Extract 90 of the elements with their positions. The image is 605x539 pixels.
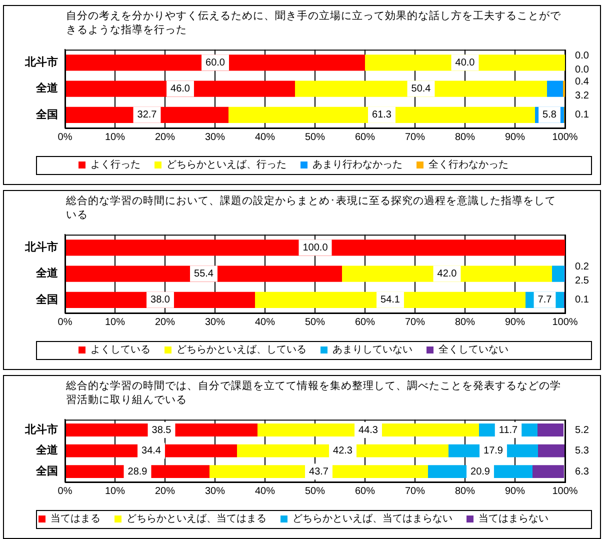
legend-label: どちらかといえば、行った — [166, 160, 286, 171]
data-label: 5.8 — [542, 110, 557, 121]
legend-label: どちらかといえば、している — [176, 344, 306, 356]
x-tick-label: 80% — [454, 132, 476, 143]
data-label: 5.3 — [575, 446, 590, 457]
data-label: 38.5 — [152, 424, 172, 436]
data-label: 32.7 — [137, 110, 158, 121]
x-tick-label: 50% — [304, 486, 326, 497]
data-label: 55.4 — [194, 268, 214, 280]
y-tick-label: 北斗市 — [24, 56, 58, 69]
data-label: 42.0 — [437, 268, 458, 280]
legend-label: あまり行わなかった — [312, 160, 402, 171]
data-label: 17.9 — [484, 446, 504, 457]
chart-title: 自分の考えを分かりやすく伝えるために、聞き手の立場に立って効果的な話し方を工夫することができるような指導を行った — [66, 9, 562, 37]
y-tick-label: 全国 — [35, 292, 58, 306]
x-tick-label: 40% — [254, 316, 276, 328]
x-tick-label: 0% — [58, 486, 72, 497]
data-label: 6.3 — [575, 466, 590, 478]
data-label: 34.4 — [142, 446, 162, 457]
legend-label: 全くしていない — [438, 344, 508, 356]
x-tick-label: 10% — [104, 132, 126, 143]
x-tick-label: 90% — [504, 486, 526, 497]
data-label: 2.5 — [575, 276, 590, 287]
legend-label: どちらかといえば、当てはまらない — [292, 512, 452, 525]
x-tick-label: 80% — [454, 486, 476, 497]
data-label: 50.4 — [411, 84, 432, 95]
data-label: 54.1 — [380, 294, 400, 306]
x-tick-label: 30% — [204, 132, 226, 143]
data-label: 7.7 — [538, 294, 552, 306]
x-tick-label: 60% — [354, 132, 376, 143]
data-label: 100.0 — [302, 242, 328, 254]
x-tick-label: 90% — [504, 316, 526, 328]
y-tick-label: 北斗市 — [24, 240, 58, 254]
data-label: 0.2 — [575, 262, 590, 273]
x-tick-label: 40% — [254, 486, 276, 497]
legend-label: 当てはまる — [50, 512, 100, 525]
x-tick-label: 90% — [504, 132, 526, 143]
data-label: 40.0 — [455, 57, 476, 68]
x-tick-label: 50% — [304, 316, 326, 328]
legend-label: あまりしていない — [332, 344, 412, 356]
data-label: 42.3 — [333, 446, 353, 457]
x-tick-label: 70% — [404, 316, 426, 328]
x-tick-label: 80% — [454, 316, 476, 328]
x-tick-label: 20% — [154, 132, 176, 143]
data-label: 28.9 — [128, 466, 148, 478]
data-label: 0.1 — [575, 110, 590, 121]
x-tick-label: 0% — [58, 316, 72, 328]
legend-label: どちらかといえば、当てはまる — [126, 512, 266, 525]
data-label: 20.9 — [470, 466, 490, 478]
x-tick-label: 20% — [154, 316, 176, 328]
x-tick-label: 10% — [104, 316, 126, 328]
legend-label: 当てはまらない — [478, 512, 548, 525]
x-tick-label: 30% — [204, 486, 226, 497]
data-label: 60.0 — [206, 57, 226, 68]
x-tick-label: 40% — [254, 132, 276, 143]
y-tick-label: 全道 — [35, 82, 59, 95]
data-label: 0.0 — [575, 50, 590, 62]
x-tick-label: 60% — [354, 486, 376, 497]
y-tick-label: 北斗市 — [24, 422, 58, 436]
data-label: 44.3 — [358, 424, 378, 436]
x-tick-label: 100% — [552, 132, 578, 143]
data-label: 0.0 — [575, 64, 590, 76]
x-tick-label: 30% — [204, 316, 226, 328]
chart-title: 総合的な学習の時間では、自分で課題を立てて情報を集め整理して、調べたことを発表するなどの学習活動に取り組んでいる — [66, 379, 562, 407]
x-tick-label: 100% — [552, 316, 578, 328]
data-label: 0.1 — [575, 294, 590, 306]
data-label: 5.2 — [575, 424, 590, 436]
y-tick-label: 全国 — [35, 464, 58, 478]
x-tick-label: 60% — [354, 316, 376, 328]
legend-label: 全く行わなかった — [428, 158, 508, 171]
x-tick-label: 0% — [58, 132, 72, 143]
y-tick-label: 全道 — [35, 444, 59, 457]
data-label: 61.3 — [372, 110, 392, 121]
data-label: 46.0 — [170, 84, 190, 95]
chart-title: 総合的な学習の時間において、課題の設定からまとめ･表現に至る探究の過程を意識した指導をしている — [66, 194, 557, 222]
data-label: 38.0 — [150, 294, 170, 306]
y-tick-label: 全国 — [35, 108, 58, 121]
data-label: 0.4 — [575, 76, 590, 88]
data-label: 3.2 — [575, 90, 590, 102]
y-tick-label: 全道 — [35, 266, 59, 280]
data-label: 43.7 — [309, 466, 329, 478]
x-tick-label: 20% — [154, 486, 176, 497]
x-tick-label: 100% — [552, 486, 578, 497]
x-tick-label: 50% — [304, 132, 326, 143]
x-tick-label: 10% — [104, 486, 126, 497]
legend-label: よくしている — [90, 344, 150, 356]
legend-label: よく行った — [90, 160, 140, 171]
data-label: 11.7 — [498, 424, 518, 436]
x-tick-label: 70% — [404, 486, 426, 497]
x-tick-label: 70% — [404, 132, 426, 143]
